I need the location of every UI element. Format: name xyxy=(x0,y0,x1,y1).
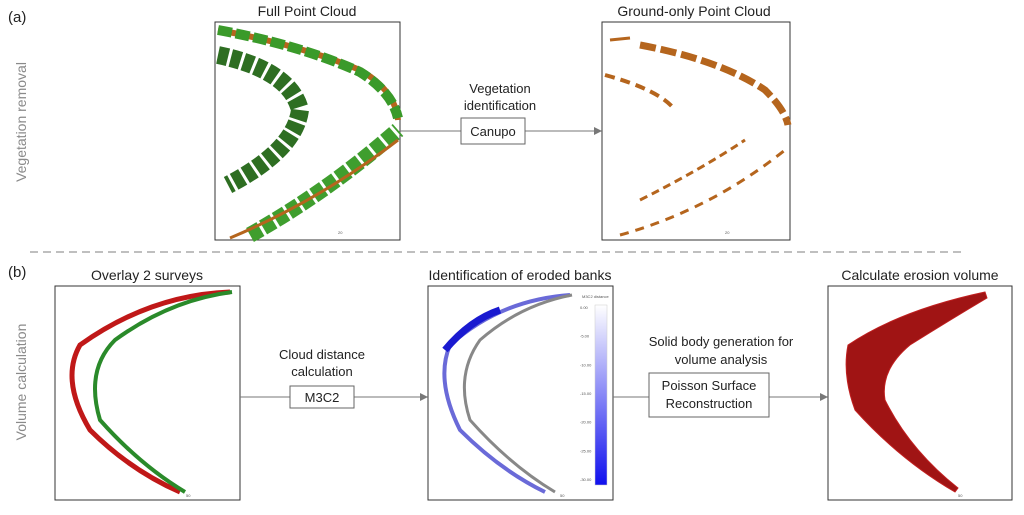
scale-label: 50 xyxy=(560,493,565,498)
method-box xyxy=(289,385,355,409)
method-box xyxy=(460,117,526,145)
colorbar-tick-label: -30.00 xyxy=(580,477,592,482)
colorbar xyxy=(594,304,608,486)
panel-label: (a) xyxy=(8,9,26,26)
volume-solid xyxy=(845,291,988,493)
step-label: Vegetation xyxy=(469,81,530,96)
scale-label: 20 xyxy=(338,230,343,235)
scale-label: 50 xyxy=(186,493,191,498)
scale-label: 20 xyxy=(725,230,730,235)
row-label: Volume calculation xyxy=(13,324,29,441)
colorbar-tick-label: -5.00 xyxy=(580,334,590,339)
colorbar-tick-label: 0.00 xyxy=(580,305,589,310)
method-label: M3C2 xyxy=(305,390,340,405)
point-cloud xyxy=(216,25,404,242)
colorbar-tick-label: -20.00 xyxy=(580,420,592,425)
scale-label: 50 xyxy=(958,493,963,498)
method-label: Poisson Surface xyxy=(662,378,757,393)
method-label: Reconstruction xyxy=(666,396,753,411)
point-cloud xyxy=(604,36,792,237)
step-label: Cloud distance xyxy=(279,347,365,362)
panel-title: Overlay 2 surveys xyxy=(91,267,203,283)
panel-title: Ground-only Point Cloud xyxy=(617,3,770,19)
colorbar-title: M3C2 distance xyxy=(582,294,609,299)
step-label: volume analysis xyxy=(675,352,768,367)
panel-title: Full Point Cloud xyxy=(258,3,357,19)
step-label: Solid body generation for xyxy=(649,334,794,349)
method-label: Canupo xyxy=(470,124,516,139)
panel-title: Calculate erosion volume xyxy=(841,267,998,283)
panel-frame xyxy=(427,285,614,501)
step-label: calculation xyxy=(291,364,352,379)
colorbar-tick-label: -25.00 xyxy=(580,448,592,453)
point-cloud xyxy=(442,293,573,494)
colorbar-tick-label: -10.00 xyxy=(580,362,592,367)
method-box xyxy=(648,372,770,418)
colorbar-tick-label: -15.00 xyxy=(580,391,592,396)
panel-label: (b) xyxy=(8,264,26,281)
point-cloud xyxy=(69,289,233,495)
panel-title: Identification of eroded banks xyxy=(429,267,612,283)
row-label: Vegetation removal xyxy=(13,62,29,182)
step-label: identification xyxy=(464,98,536,113)
